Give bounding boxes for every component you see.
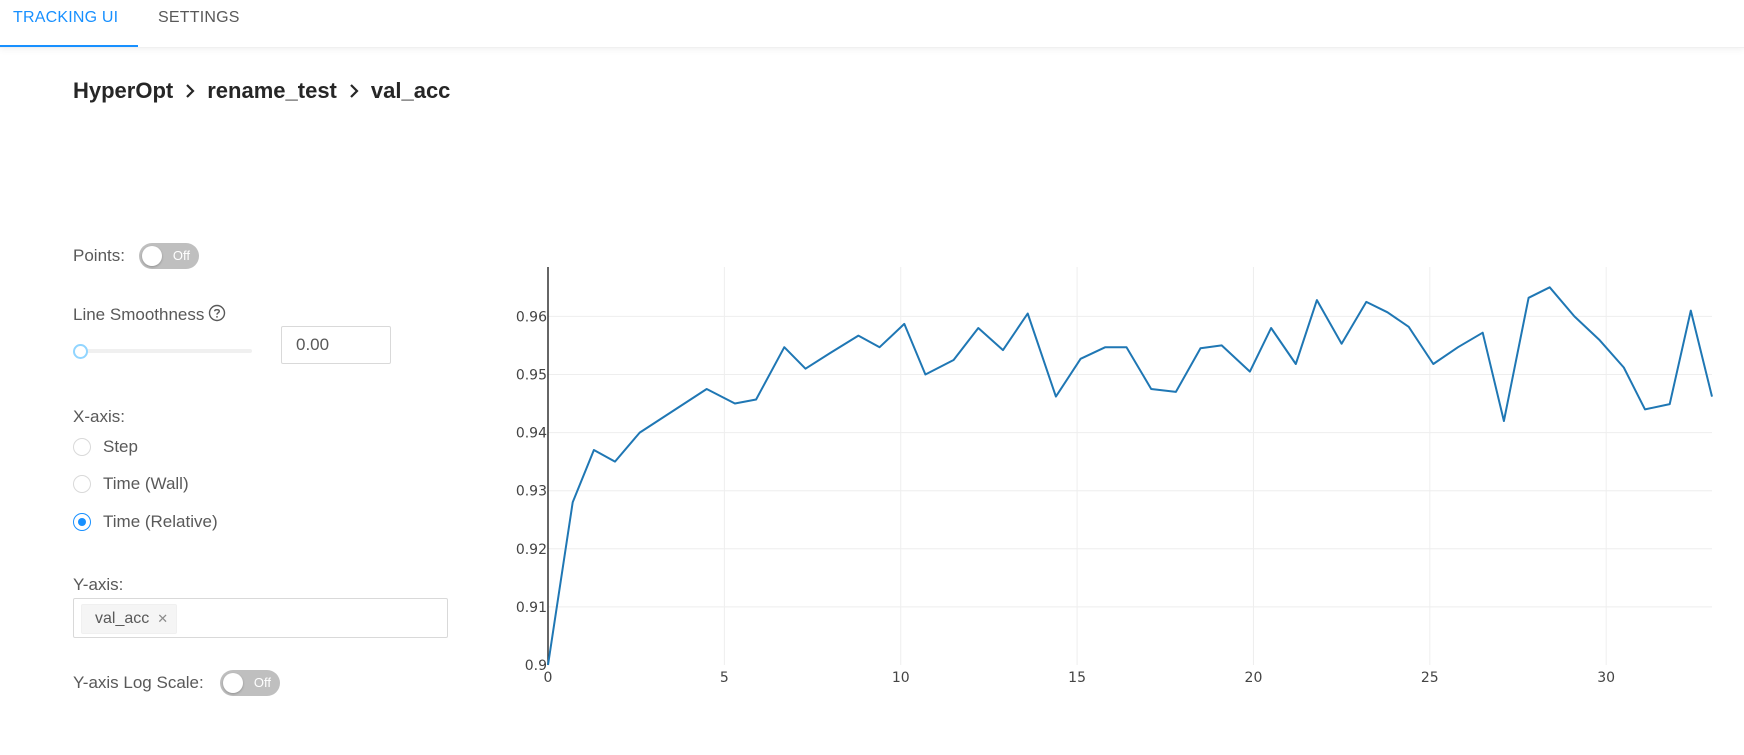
x-tick-label: 15 [1068,670,1086,686]
series-line [547,286,1713,666]
toggle-knob [223,673,243,693]
points-toggle[interactable]: Off [139,243,199,269]
x-tick-label: 30 [1597,670,1615,686]
question-circle-icon[interactable] [208,304,226,327]
y-tick-label: 0.92 [516,542,547,558]
x-axis-label: X-axis: [73,407,125,426]
radio-label: Time (Wall) [103,474,189,493]
smoothness-slider-handle[interactable] [73,344,88,359]
x-tick-label: 0 [544,670,553,686]
radio-button[interactable] [73,475,91,493]
x-tick-label: 20 [1245,670,1263,686]
tab-tracking-ui[interactable]: TRACKING UI [0,0,138,47]
radio-button-selected[interactable] [73,513,91,531]
breadcrumb-item-experiment[interactable]: rename_test [207,78,337,103]
x-tick-label: 5 [720,670,729,686]
y-tick-label: 0.9 [525,658,547,674]
radio-label: Step [103,437,138,456]
y-axis-log-scale-label: Y-axis Log Scale: [73,673,204,692]
breadcrumb: HyperOpt rename_test val_acc [73,78,450,104]
log-scale-toggle-state: Off [253,675,271,690]
y-tick-label: 0.94 [516,426,547,442]
top-navigation: TRACKING UI SETTINGS [0,0,1744,48]
breadcrumb-item-metric: val_acc [370,78,451,103]
chevron-right-icon [185,83,195,99]
radio-step[interactable]: Step [73,435,138,459]
x-tick-label: 10 [892,670,910,686]
y-axis-label: Y-axis: [73,575,124,594]
line-smoothness-label: Line Smoothness [73,304,226,327]
y-tick-label: 0.95 [516,367,547,383]
points-toggle-state: Off [172,248,190,263]
points-label: Points: [73,246,125,265]
x-tick-label: 25 [1421,670,1439,686]
y-axis-select[interactable]: val_acc ✕ [73,598,448,638]
y-axis-tag: val_acc ✕ [81,604,178,634]
close-icon[interactable]: ✕ [157,611,169,626]
radio-time-relative[interactable]: Time (Relative) [73,510,218,534]
y-tick-label: 0.93 [516,484,547,500]
radio-time-wall[interactable]: Time (Wall) [73,472,189,496]
y-tick-label: 0.91 [516,600,547,616]
tag-label: val_acc [95,610,150,627]
line-smoothness-text: Line Smoothness [73,304,205,324]
radio-label: Time (Relative) [103,512,218,531]
chevron-right-icon [349,83,359,99]
toggle-knob [142,246,162,266]
smoothness-input[interactable]: 0.00 [281,326,391,364]
tab-settings[interactable]: SETTINGS [158,9,240,26]
smoothness-slider-track[interactable] [80,349,252,353]
log-scale-toggle[interactable]: Off [220,670,280,696]
y-tick-label: 0.96 [516,309,547,325]
breadcrumb-item-project[interactable]: HyperOpt [73,78,174,103]
radio-button[interactable] [73,438,91,456]
